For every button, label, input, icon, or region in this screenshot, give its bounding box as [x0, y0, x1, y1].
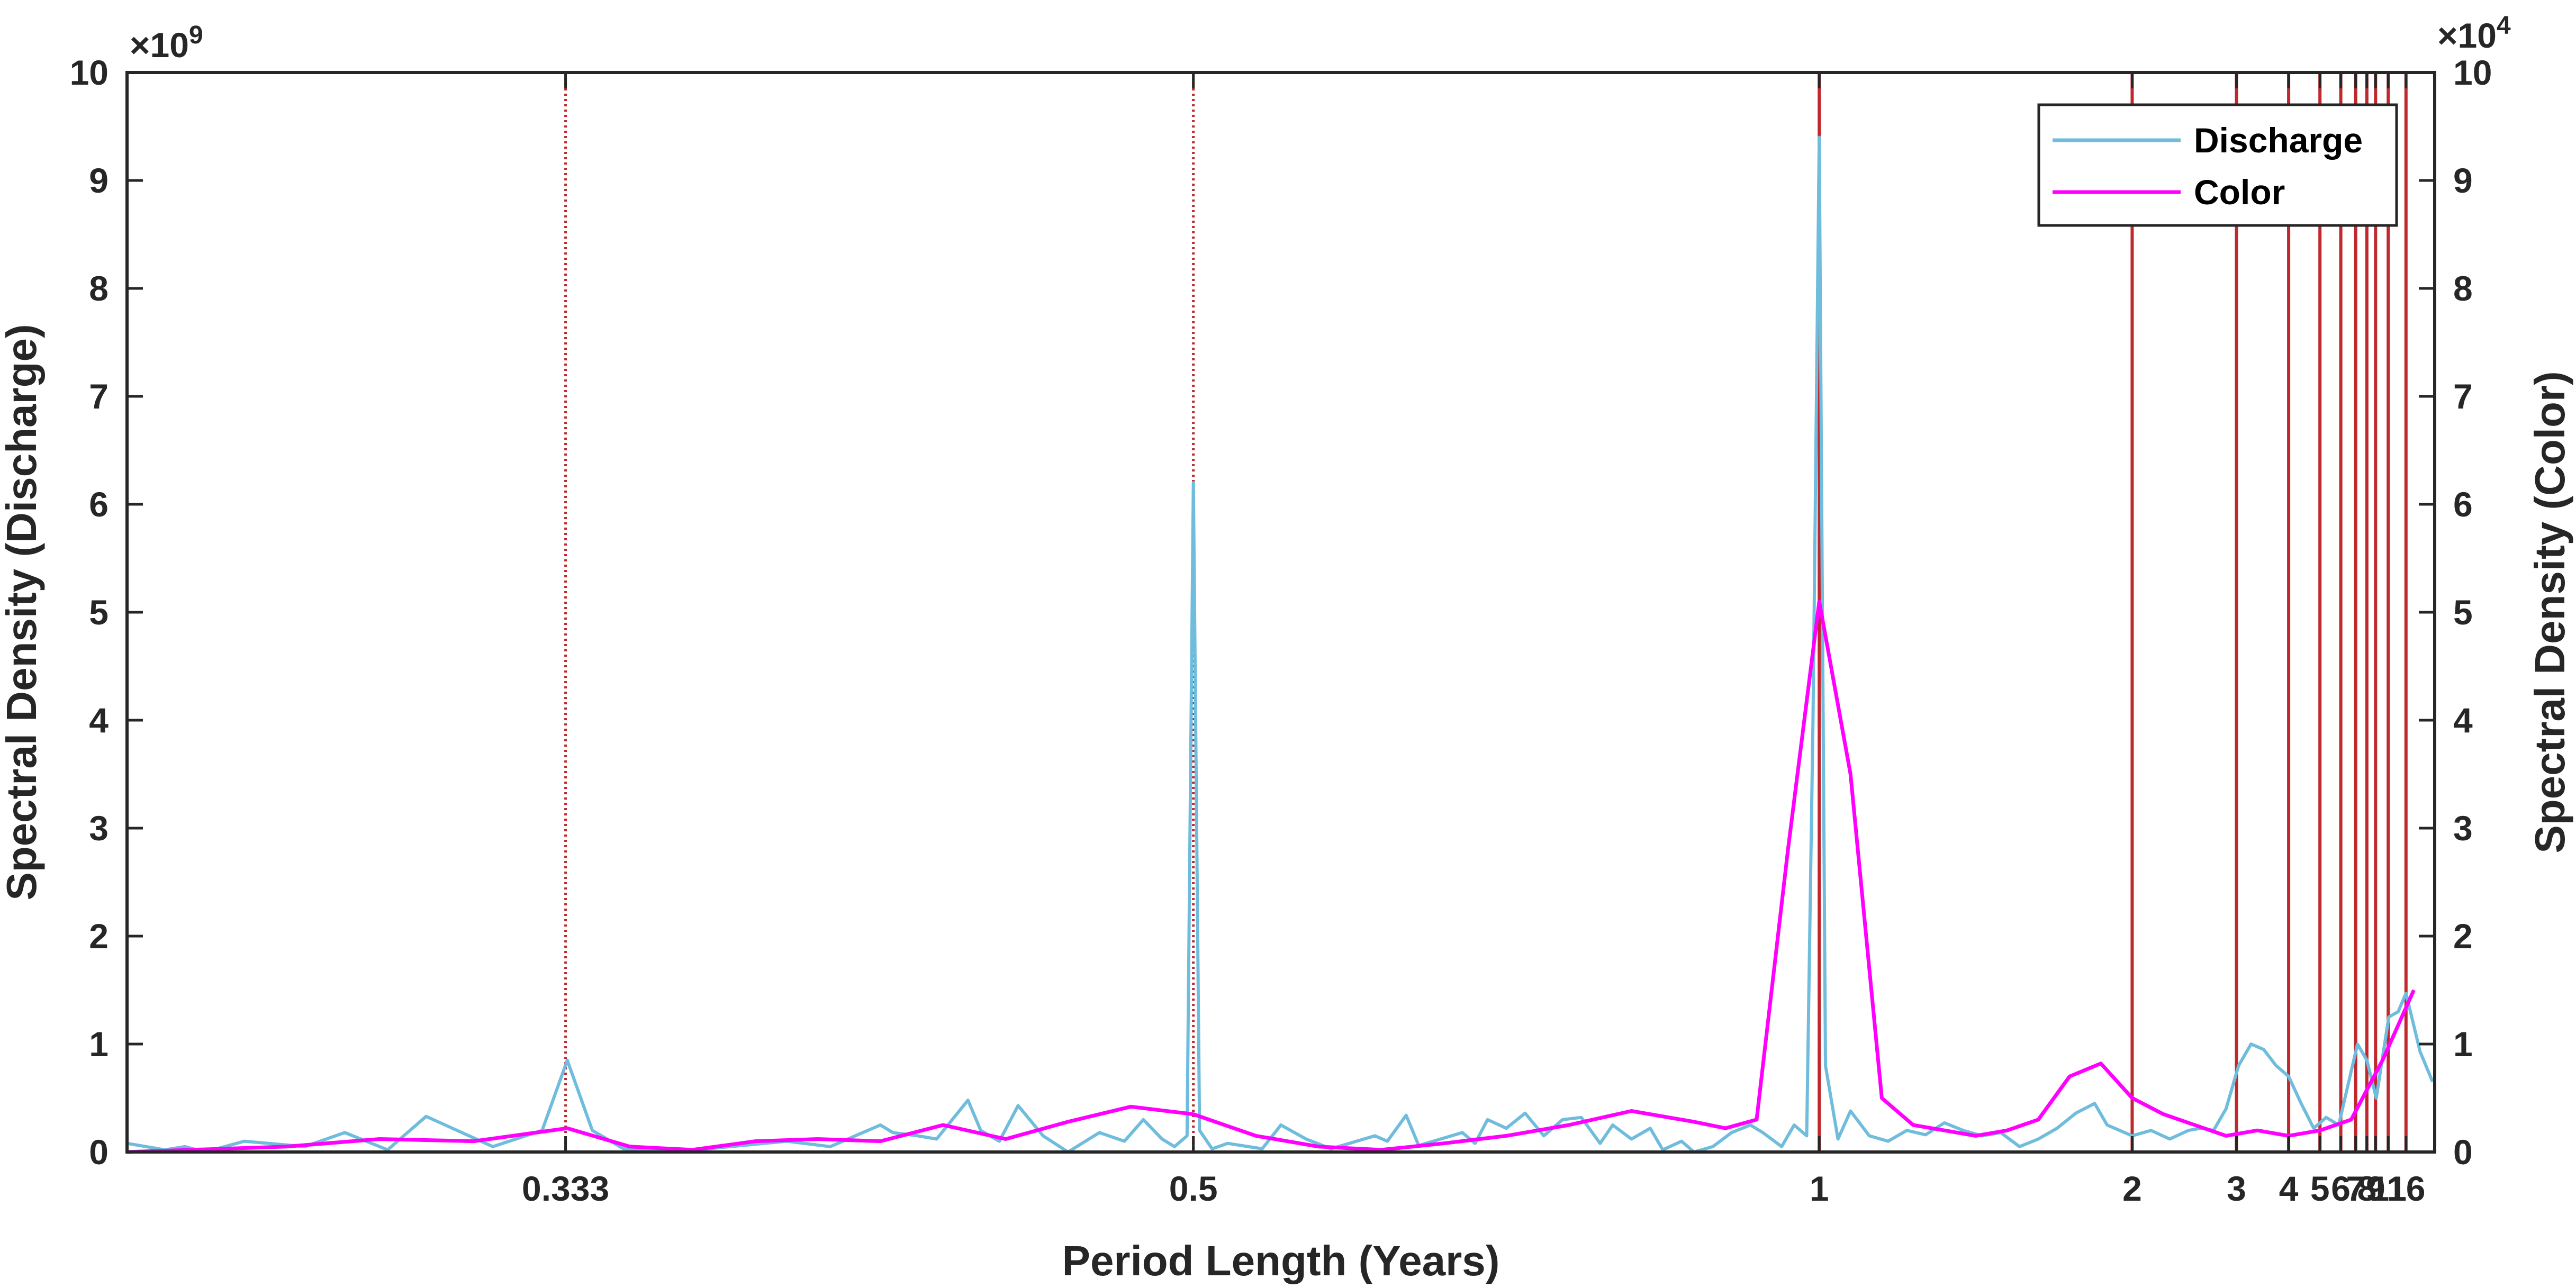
x-axis-title: Period Length (Years) — [1062, 1237, 1500, 1284]
x-tick-label: 5 — [2310, 1169, 2330, 1208]
y-tick-label-left: 0 — [89, 1132, 109, 1172]
y-tick-label-right: 2 — [2453, 917, 2473, 956]
y-tick-label-left: 9 — [89, 161, 109, 200]
legend-box — [2037, 103, 2398, 227]
y-tick-label-right: 9 — [2453, 161, 2473, 200]
y-tick-label-left: 8 — [89, 269, 109, 308]
x-tick-label: 4 — [2279, 1169, 2299, 1208]
right-y-axis-title: Spectral Density (Color) — [2526, 371, 2573, 853]
left-axis-exponent: ×109 — [130, 21, 203, 65]
y-tick-label-right: 3 — [2453, 809, 2473, 848]
x-tick-label: 8 — [2357, 1169, 2377, 1208]
y-tick-label-left: 10 — [70, 53, 109, 92]
y-tick-label-right: 5 — [2453, 593, 2473, 632]
y-tick-label-right: 1 — [2453, 1024, 2473, 1064]
plot-area-background — [127, 72, 2435, 1152]
left-y-axis-title: Spectral Density (Discharge) — [0, 324, 45, 900]
series-line-discharge — [126, 135, 2434, 1154]
y-tick-label-left: 6 — [89, 485, 109, 524]
x-tick-label: 6 — [2331, 1169, 2351, 1208]
y-tick-label-right: 7 — [2453, 377, 2473, 416]
y-tick-label-left: 2 — [89, 917, 109, 956]
x-tick-label: 1 — [1810, 1169, 1829, 1208]
y-tick-label-right: 0 — [2453, 1132, 2473, 1172]
x-tick-label: 3 — [2227, 1169, 2246, 1208]
y-tick-label-right: 4 — [2453, 701, 2473, 740]
x-tick-label: 2 — [2122, 1169, 2142, 1208]
y-tick-label-right: 6 — [2453, 485, 2473, 524]
x-tick-label: 16 — [2387, 1169, 2425, 1208]
y-tick-label-left: 7 — [89, 377, 109, 416]
right-axis-exponent: ×104 — [2437, 12, 2511, 55]
y-tick-label-left: 5 — [89, 593, 109, 632]
y-tick-label-left: 4 — [89, 701, 109, 740]
x-tick-label: 11 — [2370, 1169, 2407, 1208]
y-tick-label-right: 8 — [2453, 269, 2473, 308]
legend: Discharge Color — [2037, 103, 2398, 227]
x-tick-label: 0.333 — [522, 1169, 609, 1208]
legend-label-color: Color — [2194, 173, 2285, 212]
y-tick-label-right: 10 — [2453, 53, 2492, 92]
data-series — [126, 135, 2434, 1154]
x-tick-label: 0.5 — [1169, 1169, 1218, 1208]
x-tick-label: 7 — [2346, 1169, 2365, 1208]
legend-label-discharge: Discharge — [2194, 121, 2363, 160]
x-tick-label: 9 — [2366, 1169, 2385, 1208]
y-tick-label-left: 3 — [89, 809, 109, 848]
series-line-color — [126, 600, 2416, 1154]
y-tick-label-left: 1 — [89, 1024, 109, 1064]
